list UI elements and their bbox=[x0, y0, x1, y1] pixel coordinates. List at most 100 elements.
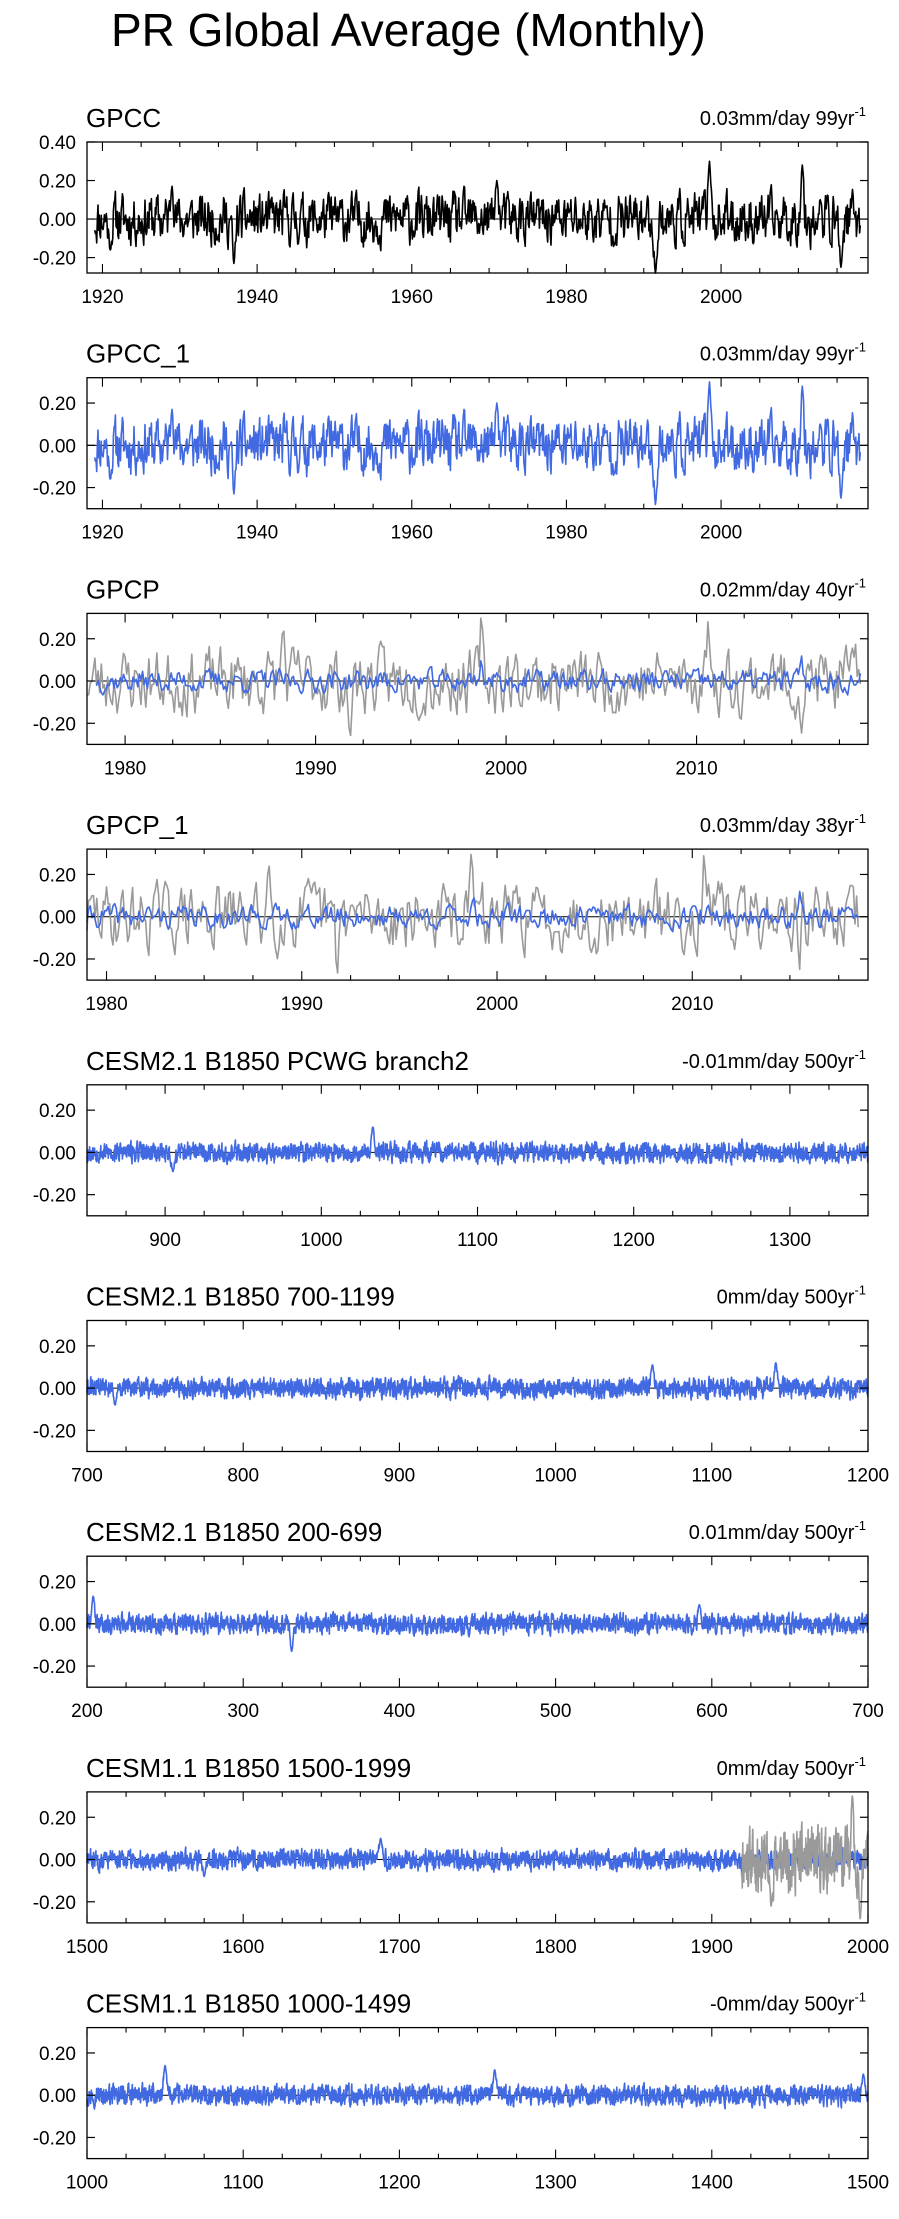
panel-4: GPCP_1 0.03mm/day 38yr-1 0.20 0.00 -0.20 1980… bbox=[33, 810, 869, 1015]
x-tick-label: 800 bbox=[227, 1466, 259, 1487]
series-line-gpcc bbox=[86, 853, 859, 974]
panel-9: CESM1.1 B1850 1000-1499 -0mm/day 500yr-1 0… bbox=[33, 1989, 889, 2194]
x-tick-label: 1900 bbox=[691, 1937, 733, 1958]
x-tick-label: 900 bbox=[384, 1466, 416, 1487]
panel-8: CESM1.1 B1850 1500-1999 0mm/day 500yr-1 0.… bbox=[33, 1753, 889, 1958]
y-tick-label: 0.00 bbox=[39, 1615, 76, 1636]
x-tick-label: 1980 bbox=[545, 523, 587, 544]
x-tick-label: 1500 bbox=[66, 1937, 108, 1958]
x-tick-label: 300 bbox=[227, 1701, 259, 1722]
x-tick-label: 2010 bbox=[671, 994, 713, 1015]
x-tick-label: 1960 bbox=[391, 287, 433, 308]
series-line-gpcp bbox=[95, 655, 862, 696]
x-tick-label: 1200 bbox=[378, 2173, 420, 2194]
y-tick-label: 0.00 bbox=[39, 1851, 76, 1872]
x-tick-label: 1100 bbox=[691, 1466, 732, 1487]
y-tick-label: -0.20 bbox=[33, 2128, 76, 2149]
panel-title: CESM1.1 B1850 1000-1499 bbox=[86, 1989, 411, 2019]
x-tick-label: 1990 bbox=[294, 758, 336, 779]
x-tick-label: 1920 bbox=[81, 287, 123, 308]
y-tick-label: -0.20 bbox=[33, 479, 76, 500]
x-tick-label: 2000 bbox=[700, 523, 742, 544]
trend-label: 0mm/day 500yr-1 bbox=[717, 1754, 866, 1780]
panel-5: CESM2.1 B1850 PCWG branch2 -0.01mm/day 50… bbox=[33, 1046, 869, 1251]
x-tick-label: 1700 bbox=[378, 1937, 420, 1958]
y-tick-label: 0.00 bbox=[39, 2086, 76, 2107]
x-tick-label: 1100 bbox=[457, 1230, 498, 1251]
y-tick-label: -0.20 bbox=[33, 1657, 76, 1678]
y-tick-label: 0.00 bbox=[39, 1143, 76, 1164]
x-tick-label: 1800 bbox=[534, 1937, 576, 1958]
series-line-model bbox=[86, 1595, 869, 1653]
x-tick-label: 900 bbox=[149, 1230, 181, 1251]
x-tick-label: 400 bbox=[384, 1701, 416, 1722]
trend-label: -0.01mm/day 500yr-1 bbox=[682, 1047, 866, 1073]
x-tick-label: 700 bbox=[852, 1701, 884, 1722]
y-tick-label: 0.20 bbox=[39, 1808, 76, 1829]
panel-title: GPCC_1 bbox=[86, 339, 190, 369]
x-tick-label: 200 bbox=[71, 1701, 103, 1722]
series-line-model bbox=[86, 1837, 869, 1878]
x-tick-label: 1200 bbox=[847, 1466, 889, 1487]
panel-title: GPCP_1 bbox=[86, 810, 189, 840]
series-line-gpcc_1 bbox=[93, 381, 862, 506]
panel-6: CESM2.1 B1850 700-1199 0mm/day 500yr-1 0.2… bbox=[33, 1282, 889, 1487]
x-tick-label: 2010 bbox=[675, 758, 717, 779]
series-line-model bbox=[86, 2064, 869, 2110]
x-tick-label: 2000 bbox=[700, 287, 742, 308]
x-tick-label: 1600 bbox=[222, 1937, 264, 1958]
trend-label: 0mm/day 500yr-1 bbox=[717, 1283, 866, 1309]
y-tick-label: -0.20 bbox=[33, 1421, 76, 1442]
plot-frame bbox=[86, 612, 869, 746]
x-tick-label: 2000 bbox=[847, 1937, 889, 1958]
y-tick-label: -0.20 bbox=[33, 1186, 76, 1207]
x-tick-label: 1300 bbox=[769, 1230, 811, 1251]
x-tick-label: 1000 bbox=[66, 2173, 108, 2194]
y-tick-label: 0.40 bbox=[39, 133, 76, 154]
panel-1: GPCC 0.03mm/day 99yr-10.400.200.00-0.2019… bbox=[33, 103, 869, 308]
x-tick-label: 1960 bbox=[391, 523, 433, 544]
x-tick-label: 2000 bbox=[485, 758, 527, 779]
series-line-gpcp bbox=[86, 890, 859, 933]
y-tick-label: 0.20 bbox=[39, 172, 76, 193]
y-tick-label: 0.00 bbox=[39, 672, 76, 693]
x-tick-label: 1990 bbox=[281, 994, 323, 1015]
x-tick-label: 1100 bbox=[223, 2173, 264, 2194]
y-tick-label: 0.20 bbox=[39, 1337, 76, 1358]
x-tick-label: 1980 bbox=[104, 758, 146, 779]
y-tick-label: 0.00 bbox=[39, 436, 76, 457]
x-tick-label: 1940 bbox=[236, 287, 278, 308]
x-tick-label: 500 bbox=[540, 1701, 572, 1722]
trend-label: 0.03mm/day 99yr-1 bbox=[700, 104, 866, 130]
trend-label: 0.01mm/day 500yr-1 bbox=[689, 1518, 866, 1544]
trend-label: 0.02mm/day 40yr-1 bbox=[700, 575, 866, 601]
plot-frame bbox=[86, 848, 869, 981]
x-tick-label: 1500 bbox=[847, 2173, 889, 2194]
x-tick-label: 1920 bbox=[81, 523, 123, 544]
trend-label: 0.03mm/day 99yr-1 bbox=[700, 340, 866, 366]
y-tick-label: 0.00 bbox=[39, 210, 76, 231]
panel-title: GPCP bbox=[86, 574, 160, 604]
x-tick-label: 1400 bbox=[691, 2173, 733, 2194]
series-line-gpcc bbox=[86, 617, 862, 737]
panel-title: CESM2.1 B1850 200-699 bbox=[86, 1517, 382, 1547]
y-tick-label: 0.20 bbox=[39, 2044, 76, 2065]
series-line-gpcc bbox=[740, 1795, 869, 1920]
y-tick-label: -0.20 bbox=[33, 249, 76, 270]
x-tick-label: 1200 bbox=[613, 1230, 655, 1251]
y-tick-label: 0.20 bbox=[39, 1101, 76, 1122]
series-line-model bbox=[86, 1362, 869, 1406]
x-tick-label: 1300 bbox=[534, 2173, 576, 2194]
y-tick-label: -0.20 bbox=[33, 1893, 76, 1914]
figure-title: PR Global Average (Monthly) bbox=[111, 4, 706, 56]
panel-3: GPCP 0.02mm/day 40yr-1 0.20 0.00 -0.20 1980 19… bbox=[33, 574, 869, 779]
x-tick-label: 600 bbox=[696, 1701, 728, 1722]
y-tick-label: 0.00 bbox=[39, 908, 76, 929]
x-tick-label: 1940 bbox=[236, 523, 278, 544]
panel-2: GPCC_1 0.03mm/day 99yr-1 0.20 0.00 -0.20 1920… bbox=[33, 339, 869, 544]
series-line-gpcc bbox=[93, 160, 862, 274]
panel-title: GPCC bbox=[86, 103, 161, 133]
y-tick-label: 0.20 bbox=[39, 630, 76, 651]
x-tick-label: 1000 bbox=[300, 1230, 342, 1251]
